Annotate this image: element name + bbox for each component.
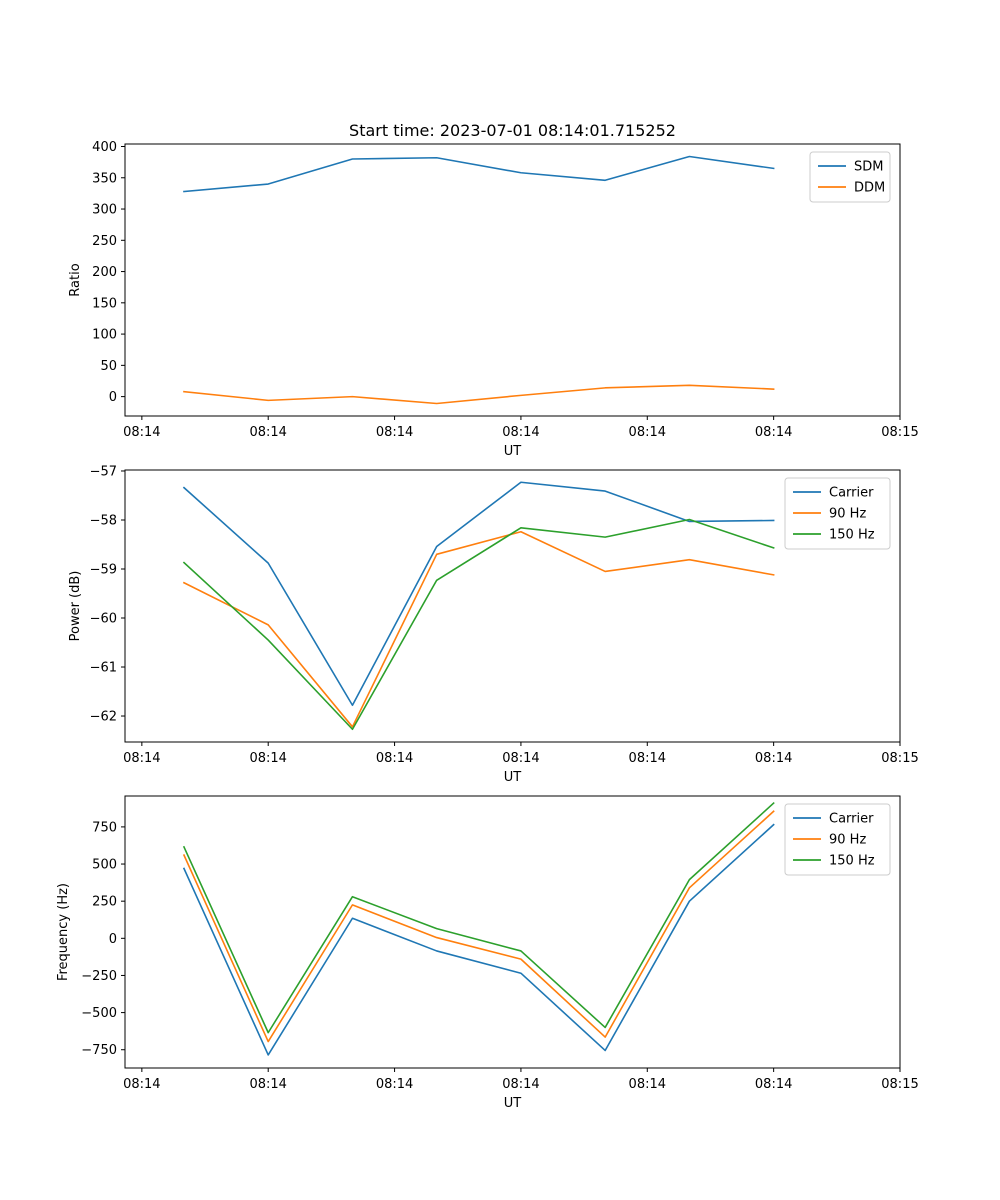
chart-ratio: 08:14 08:14 08:14 08:14 08:14 08:14 08:15 0 50 10… xyxy=(68,140,919,459)
ratio-series-line-ddm xyxy=(183,384,775,405)
frequency-series-line-90-hz xyxy=(182,810,775,1043)
power-x-tick-label: 08:14 xyxy=(376,751,413,766)
ratio-y-tick-label: 150 xyxy=(92,296,117,311)
ratio-x-tick-label: 08:14 xyxy=(502,425,539,440)
ratio-y-tick-label: 100 xyxy=(92,328,117,343)
ratio-y-tick-label: 0 xyxy=(109,390,117,405)
ratio-axes-frame xyxy=(124,143,901,417)
ratio-legend: SDM DDM xyxy=(809,151,891,203)
frequency-legend-label-150-hz: 150 Hz xyxy=(829,854,875,869)
chart-power: 08:14 08:14 08:14 08:14 08:14 08:14 08:15 −62 −6… xyxy=(68,464,919,785)
ratio-y-tick-label: 300 xyxy=(92,203,117,218)
power-legend: Carrier 90 Hz 150 Hz xyxy=(784,477,891,550)
ratio-y-tick-label: 400 xyxy=(92,140,117,155)
ratio-y-axis-label: Ratio xyxy=(68,263,83,296)
frequency-series-line-carrier xyxy=(182,823,775,1056)
power-y-tick-label: −58 xyxy=(90,513,117,528)
power-series-line-150-hz xyxy=(182,518,775,731)
ratio-x-tick-label: 08:14 xyxy=(376,425,413,440)
chart-frequency: 08:14 08:14 08:14 08:14 08:14 08:14 08:15 −750 −… xyxy=(56,795,919,1111)
ratio-x-tick-label: 08:14 xyxy=(249,425,286,440)
frequency-y-tick-label: 250 xyxy=(92,895,117,910)
power-series-line-90-hz xyxy=(182,530,775,728)
frequency-legend: Carrier 90 Hz 150 Hz xyxy=(784,803,891,876)
ratio-x-tick-label: 08:14 xyxy=(629,425,666,440)
power-x-tick-label: 08:14 xyxy=(629,751,666,766)
frequency-x-tick-label: 08:14 xyxy=(629,1077,666,1092)
power-y-axis-label: Power (dB) xyxy=(68,571,83,642)
ratio-legend-label-ddm: DDM xyxy=(854,181,885,196)
ratio-y-tick-label: 350 xyxy=(92,171,117,186)
frequency-series-line-150-hz xyxy=(182,801,775,1034)
ratio-x-tick-label: 08:14 xyxy=(755,425,792,440)
frequency-y-tick-label: −500 xyxy=(81,1006,117,1021)
frequency-legend-label-90-hz: 90 Hz xyxy=(829,833,866,848)
frequency-legend-label-carrier: Carrier xyxy=(829,812,874,827)
ratio-y-tick-label: 200 xyxy=(92,265,117,280)
ratio-y-tick-label: 50 xyxy=(100,359,117,374)
frequency-y-tick-label: −750 xyxy=(81,1043,117,1058)
frequency-y-tick-label: −250 xyxy=(81,969,117,984)
power-x-tick-label: 08:14 xyxy=(755,751,792,766)
frequency-x-tick-label: 08:14 xyxy=(249,1077,286,1092)
power-series-line-carrier xyxy=(182,481,775,707)
ratio-x-tick-label: 08:15 xyxy=(881,425,918,440)
ratio-series-line-sdm xyxy=(183,155,775,193)
frequency-legend-box xyxy=(784,803,891,876)
power-legend-label-150-hz: 150 Hz xyxy=(829,528,875,543)
power-legend-label-carrier: Carrier xyxy=(829,486,874,501)
frequency-y-tick-label: 750 xyxy=(92,820,117,835)
power-y-tick-label: −57 xyxy=(90,464,117,479)
power-y-tick-label: −60 xyxy=(90,612,117,627)
frequency-x-tick-label: 08:14 xyxy=(502,1077,539,1092)
ratio-x-tick-label: 08:14 xyxy=(123,425,160,440)
power-x-tick-label: 08:14 xyxy=(502,751,539,766)
power-x-tick-label: 08:14 xyxy=(249,751,286,766)
power-x-axis-label: UT xyxy=(504,770,522,785)
frequency-x-tick-label: 08:15 xyxy=(881,1077,918,1092)
ratio-legend-label-sdm: SDM xyxy=(854,160,883,175)
frequency-y-tick-label: 500 xyxy=(92,858,117,873)
frequency-axes-frame xyxy=(124,795,901,1069)
frequency-x-tick-label: 08:14 xyxy=(755,1077,792,1092)
chart-panels: 08:14 08:14 08:14 08:14 08:14 08:14 08:15 0 50 10… xyxy=(56,140,919,1111)
power-x-tick-label: 08:15 xyxy=(881,751,918,766)
figure-title: Start time: 2023-07-01 08:14:01.715252 xyxy=(349,121,676,140)
power-x-tick-label: 08:14 xyxy=(123,751,160,766)
power-y-tick-label: −61 xyxy=(90,661,117,676)
frequency-y-tick-label: 0 xyxy=(109,932,117,947)
power-axes-frame xyxy=(124,469,901,743)
frequency-x-axis-label: UT xyxy=(504,1096,522,1111)
ratio-y-tick-label: 250 xyxy=(92,234,117,249)
power-y-tick-label: −62 xyxy=(90,710,117,725)
ratio-legend-box xyxy=(809,151,891,203)
ratio-x-axis-label: UT xyxy=(504,444,522,459)
power-legend-box xyxy=(784,477,891,550)
power-legend-label-90-hz: 90 Hz xyxy=(829,507,866,522)
frequency-x-tick-label: 08:14 xyxy=(123,1077,160,1092)
frequency-x-tick-label: 08:14 xyxy=(376,1077,413,1092)
power-y-tick-label: −59 xyxy=(90,562,117,577)
frequency-y-axis-label: Frequency (Hz) xyxy=(56,883,71,981)
